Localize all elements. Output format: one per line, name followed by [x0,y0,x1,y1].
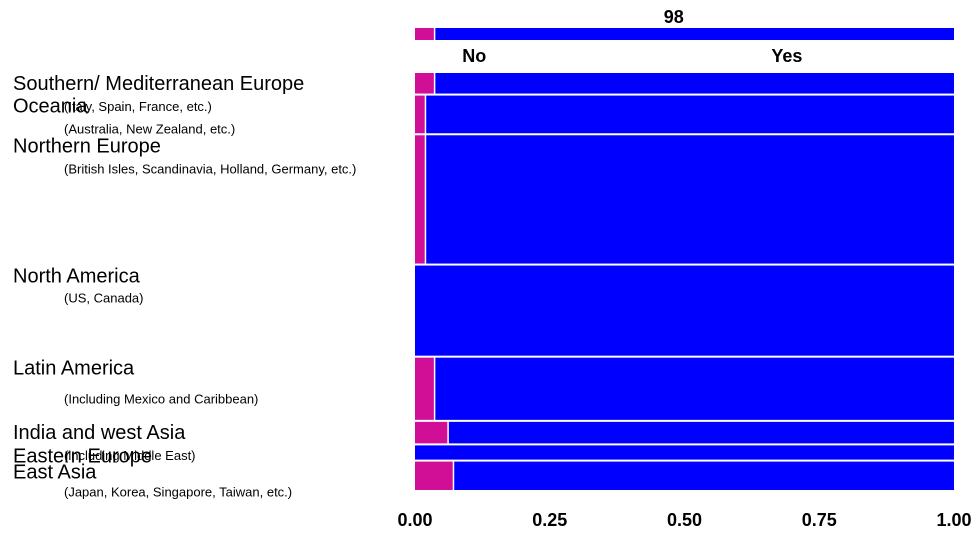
category-sublabel-oceania: (Australia, New Zealand, etc.) [64,122,235,137]
bar-yes-northern-europe [426,135,954,264]
category-sublabel-northern-europe: (British Isles, Scandinavia, Holland, Ge… [64,161,356,176]
bar-no-oceania [415,95,425,134]
category-label-india-and-west-asia: India and west Asia [13,422,186,444]
category-label-northern-europe: Northern Europe [13,135,161,157]
column-labels: No Yes [462,46,802,66]
x-tick-label: 1.00 [936,510,971,530]
category-sublabel-north-america: (US, Canada) [64,291,143,306]
summary-segment-yes [435,28,954,40]
bar-yes-latin-america [435,357,954,420]
bar-yes-india-and-west-asia [448,421,954,444]
x-tick-label: 0.50 [667,510,702,530]
bar-no-southern-mediterranean-europe [415,73,434,94]
category-label-southern-mediterranean-europe: Southern/ Mediterranean Europe [13,73,304,95]
category-labels: Southern/ Mediterranean Europe (Italy, Sp… [13,73,356,500]
bars-group [415,73,954,490]
bar-no-india-and-west-asia [415,421,448,444]
bar-yes-southern-mediterranean-europe [435,73,954,94]
category-sublabel-india-and-west-asia: (including Middle East) [64,448,196,463]
category-label-north-america: North America [13,266,141,288]
category-sublabel-east-asia: (Japan, Korea, Singapore, Taiwan, etc.) [64,485,292,500]
column-label-yes: Yes [771,46,802,66]
column-label-no: No [462,46,486,66]
bar-yes-oceania [426,95,954,134]
x-tick-label: 0.00 [397,510,432,530]
summary-segment-no [415,28,434,40]
category-sublabel-southern-mediterranean-europe: (Italy, Spain, France, etc.) [64,99,212,114]
bar-no-east-asia [415,461,453,490]
category-label-latin-america: Latin America [13,358,135,380]
bar-no-latin-america [415,357,434,420]
x-tick-label: 0.25 [532,510,567,530]
category-label-eastern-europe: Eastern Europe [13,445,152,467]
category-label-oceania: Oceania [13,96,88,118]
category-sublabel-latin-america: (Including Mexico and Caribbean) [64,392,258,407]
x-axis-ticks: 0.00 0.25 0.50 0.75 1.00 [397,510,971,530]
bar-no-northern-europe [415,135,425,264]
bar-yes-east-asia [454,461,954,490]
x-tick-label: 0.75 [802,510,837,530]
summary-bar-group [415,28,954,40]
summary-count-label: 98 [664,7,684,27]
category-label-east-asia: East Asia [13,462,97,484]
bar-yes-north-america [415,265,954,356]
bar-yes-eastern-europe [415,445,954,460]
